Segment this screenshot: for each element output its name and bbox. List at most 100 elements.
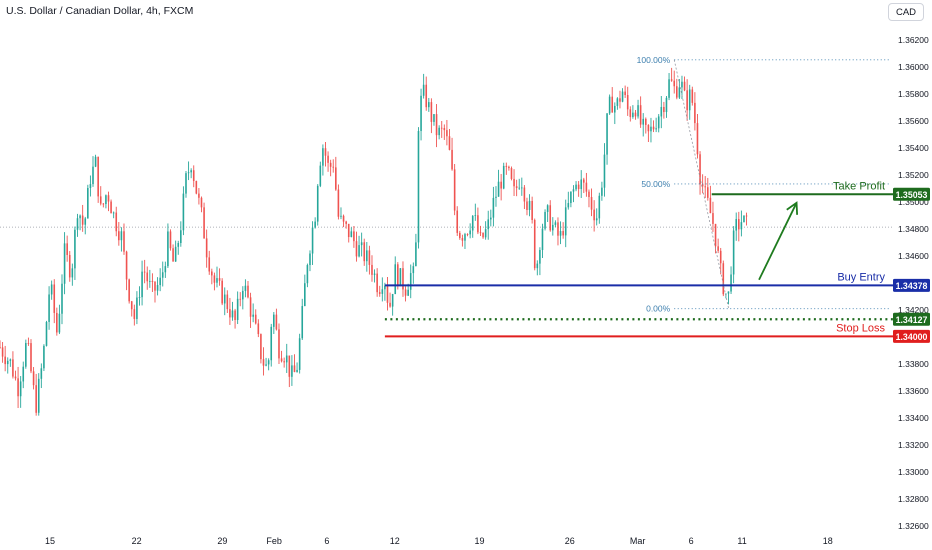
candle-body: [353, 231, 355, 242]
price-tick-label: 1.33600: [898, 386, 929, 396]
fib-level-label: 50.00%: [641, 179, 670, 189]
candle: [169, 229, 172, 251]
candle-body: [730, 274, 732, 292]
candle: [614, 102, 616, 125]
candle: [167, 223, 169, 268]
candle-body: [725, 293, 727, 295]
currency-button[interactable]: CAD: [888, 3, 924, 21]
candle-body: [614, 105, 616, 113]
level-name-label: Stop Loss: [836, 322, 885, 334]
candle: [670, 67, 673, 82]
candle-body: [743, 215, 745, 223]
candle-body: [745, 215, 748, 217]
candle-body: [528, 200, 531, 210]
candle: [125, 250, 128, 291]
candle: [87, 184, 89, 219]
candle: [298, 333, 301, 374]
candle: [446, 119, 448, 146]
candle-body: [505, 165, 508, 167]
candle-body: [337, 189, 340, 217]
candle-body: [177, 243, 180, 247]
candle-body: [508, 166, 510, 169]
time-tick-label: 18: [823, 536, 833, 546]
candle-body: [657, 116, 660, 129]
candle-body: [652, 126, 655, 130]
fib-level-label: 100.00%: [637, 55, 671, 65]
candle: [626, 86, 629, 116]
candle: [180, 221, 182, 247]
trade-levels[interactable]: Take Profit Buy Entry Stop Loss: [384, 180, 893, 338]
candle-body: [195, 180, 198, 194]
price-tick-label: 1.35400: [898, 143, 929, 153]
candle: [66, 235, 68, 262]
candle-body: [226, 294, 229, 310]
candle: [598, 192, 601, 224]
candle-body: [381, 289, 384, 294]
candle: [249, 292, 252, 328]
candle-body: [182, 193, 185, 231]
candle-body: [187, 172, 190, 174]
time-axis[interactable]: 15 22 29 Feb 6 12 19 26 Mar 6 11 18: [45, 536, 833, 546]
candle: [378, 285, 381, 297]
candle: [533, 218, 536, 271]
candle: [428, 97, 430, 112]
candle-body: [304, 283, 306, 307]
candle-body: [557, 222, 559, 236]
price-tick-label: 1.35600: [898, 116, 929, 126]
candle-body: [25, 343, 27, 367]
candle: [660, 95, 663, 129]
candle: [430, 98, 433, 134]
candle: [515, 179, 518, 197]
candle: [624, 85, 626, 98]
candle-body: [156, 285, 159, 291]
candle-body: [588, 191, 590, 198]
candle: [391, 293, 394, 316]
candle-body: [510, 168, 513, 179]
candle-body: [161, 272, 164, 278]
candle: [260, 333, 262, 364]
candle: [518, 178, 521, 190]
candle: [291, 355, 293, 386]
candle: [737, 211, 740, 242]
candle-body: [523, 187, 526, 202]
candle: [267, 358, 270, 371]
price-axis[interactable]: 1.36200 1.36000 1.35800 1.35600 1.35400 1.352…: [893, 35, 930, 531]
price-tag-label: 1.34378: [896, 281, 928, 291]
candle-body: [291, 365, 293, 377]
candle: [112, 211, 115, 219]
price-tag: [893, 312, 930, 326]
candle-body: [399, 268, 402, 286]
candle-body: [221, 280, 223, 304]
candle: [192, 165, 195, 188]
candle: [389, 292, 391, 308]
candle: [141, 260, 143, 306]
candle: [743, 215, 745, 223]
fibonacci-retracement[interactable]: 100.00% 50.00% 0.00%: [637, 55, 891, 314]
candle-body: [87, 188, 89, 219]
candle: [182, 186, 185, 236]
candle-body: [549, 205, 552, 231]
candle: [495, 186, 497, 207]
candle-body: [422, 84, 425, 96]
candle-body: [360, 242, 363, 246]
candle-body: [267, 360, 270, 365]
candle-body: [239, 298, 242, 300]
candle-body: [66, 243, 68, 255]
candle: [440, 120, 443, 138]
candle-body: [198, 193, 200, 198]
candle: [523, 185, 526, 210]
candle-body: [696, 123, 699, 155]
candle-body: [296, 369, 298, 372]
candle: [190, 168, 192, 179]
candle-body: [471, 215, 474, 231]
candle: [74, 226, 76, 280]
projection-arrow[interactable]: [758, 201, 799, 281]
candle-body: [50, 284, 53, 295]
candle: [244, 279, 247, 298]
candle-body: [435, 114, 438, 136]
candle: [27, 337, 30, 346]
candle: [371, 255, 373, 282]
candle-body: [319, 165, 322, 186]
candle: [353, 225, 355, 248]
